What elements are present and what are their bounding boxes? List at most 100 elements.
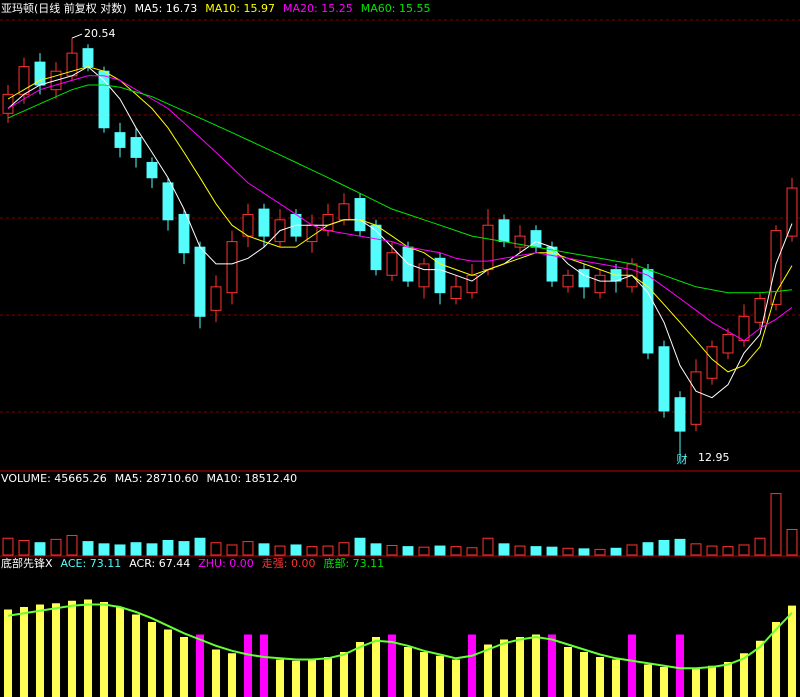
indicator-bar [644,664,652,697]
header-text: MA20: 15.25 [283,2,353,15]
volume-bar [370,543,382,556]
candle-body [194,246,206,317]
candle-body [386,252,398,276]
header-text: MA5: 16.73 [135,2,198,15]
candle-body [130,137,142,158]
indicator-bar [372,637,380,697]
candle-body [82,48,94,68]
indicator-bar [68,600,76,697]
volume-bar [754,537,766,556]
volume-bar [786,529,798,556]
volume-bar [642,542,654,556]
indicator-bar [84,599,92,697]
header-text: 亚玛顿(日线 前复权 对数) [1,1,127,15]
header-text: ACE: 73.11 [61,557,122,570]
indicator-bar [196,634,204,697]
header-text: ZHU: 0.00 [198,557,254,570]
indicator-bar [628,634,636,697]
volume-bar [562,547,574,556]
candle-body [498,219,510,243]
header-text: 底部: 73.11 [323,556,384,570]
volume-bar [306,546,318,556]
volume-bar [466,547,478,556]
indicator-bar [724,662,732,697]
indicator-bar [276,659,284,697]
indicator-bar [564,647,572,697]
candle-body [242,213,254,237]
indicator-bar [52,603,60,697]
volume-bar [402,546,414,556]
volume-bar [82,541,94,556]
volume-bar [674,538,686,556]
indicator-bar [436,655,444,697]
volume-bar [770,493,782,556]
volume-bar [738,544,750,556]
candle-body [226,241,238,294]
indicator-bar [212,649,220,697]
candle-body [258,208,270,237]
candle-body [642,269,654,354]
candle-body [482,224,494,271]
min-label: 12.95 [698,451,730,464]
volume-bar [658,539,670,556]
candle-body [34,61,46,86]
indicator-bar [308,659,316,697]
candle-body [530,230,542,248]
candle-body [418,263,430,288]
volume-bar [210,542,222,556]
volume-bar [722,546,734,556]
indicator-bar [244,634,252,697]
candle-body [690,371,702,425]
indicator-bar [324,657,332,697]
candle-body [786,187,798,237]
candle-body [98,70,110,129]
volume-bar [290,544,302,556]
volume-bar [626,544,638,556]
volume-bar [322,545,334,556]
indicator-bar [676,634,684,697]
indicator-bar [292,660,300,697]
indicator-bar [116,607,124,697]
volume-bar [434,545,446,556]
indicator-bar [452,659,460,697]
candle-body [450,286,462,300]
volume-bar [50,538,62,556]
volume-bar [498,543,510,556]
indicator-line [7,603,793,670]
header-text: MA5: 28710.60 [115,472,199,485]
indicator-bar [484,644,492,697]
volume-bar [226,544,238,556]
candle-body [354,198,366,232]
indicator-bar [388,634,396,697]
candle-body [562,274,574,288]
volume-bar [418,546,430,556]
price-grid [0,19,800,413]
indicator-bar [468,634,476,697]
header-text: ACR: 67.44 [129,557,190,570]
ma-line [7,75,793,342]
indicator-bar [36,604,44,697]
candle-body [370,224,382,271]
candle-body [658,346,670,412]
volume-bar [66,534,78,556]
ma-line [7,66,793,373]
volume-bar [98,543,110,556]
indicator-bar [692,668,700,697]
candle-body [738,315,750,342]
candle-body [146,161,158,179]
volume-bar [514,545,526,556]
volume-bar [610,547,622,556]
indicator-bar [580,652,588,697]
indicator-bar [708,665,716,697]
indicator-bar [4,609,12,697]
indicator-bar [20,607,28,697]
header-text: MA10: 18512.40 [206,472,297,485]
indicator-bar [516,637,524,697]
candle-body [466,274,478,294]
volume-bar [146,543,158,556]
indicator-bar [356,642,364,697]
candle-body [770,230,782,305]
indicator-bar [772,622,780,697]
